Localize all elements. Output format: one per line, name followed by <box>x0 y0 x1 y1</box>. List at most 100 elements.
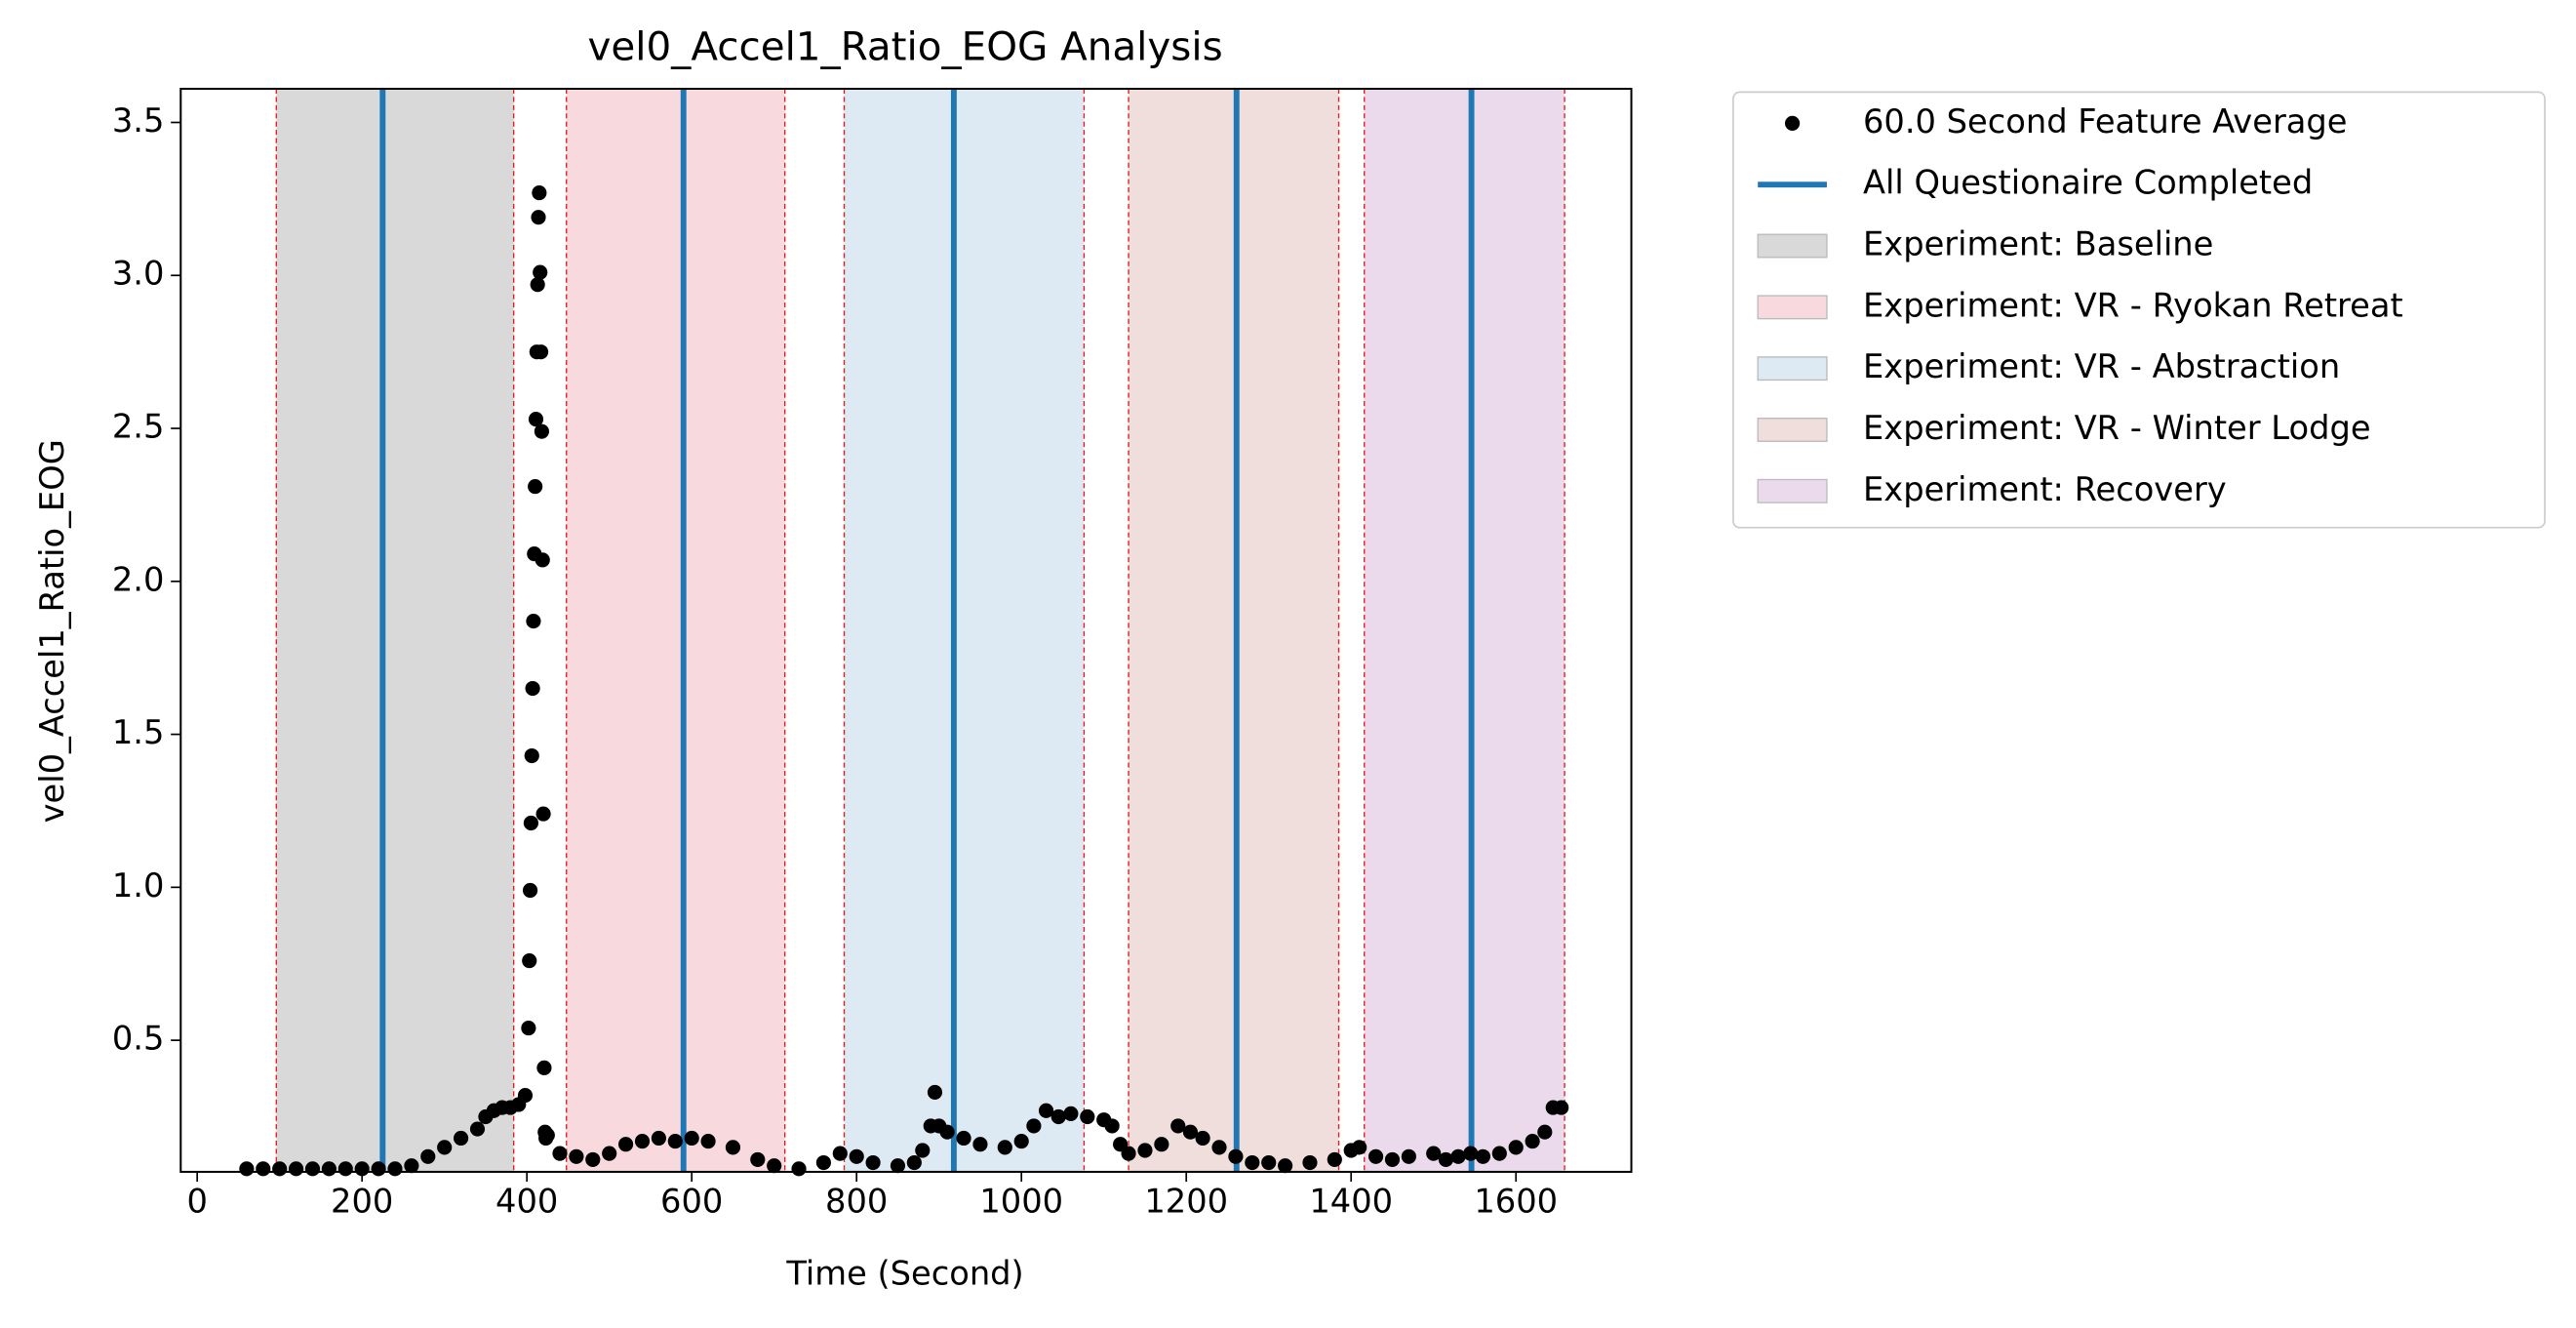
data-point <box>1475 1148 1490 1164</box>
data-point <box>1245 1154 1260 1171</box>
data-point <box>304 1161 321 1177</box>
legend-label: Experiment: VR - Ryokan Retreat <box>1863 286 2403 324</box>
data-point <box>532 185 547 201</box>
data-point <box>1211 1140 1227 1155</box>
x-tick-label: 1000 <box>979 1182 1063 1220</box>
data-point <box>1170 1118 1186 1134</box>
legend-label: Experiment: Baseline <box>1863 225 2213 263</box>
data-point <box>1182 1124 1199 1140</box>
data-point <box>815 1154 831 1171</box>
data-point <box>1450 1148 1466 1164</box>
legend-marker <box>1757 233 1828 259</box>
data-point <box>337 1161 353 1177</box>
legend-marker <box>1757 356 1828 382</box>
span <box>276 88 514 1172</box>
data-point <box>272 1161 288 1177</box>
data-point <box>536 1060 552 1075</box>
y-axis-label: vel0_Accel1_Ratio_EOG <box>33 439 71 823</box>
data-point <box>832 1146 848 1161</box>
data-point <box>525 680 540 697</box>
data-point <box>539 1127 555 1143</box>
data-point <box>437 1140 453 1155</box>
data-point <box>469 1121 486 1137</box>
data-point <box>915 1143 931 1158</box>
x-axis-label: Time (Second) <box>785 1255 1023 1293</box>
data-point <box>1154 1137 1169 1152</box>
legend-marker <box>1785 115 1801 131</box>
data-point <box>585 1151 601 1167</box>
span <box>566 88 785 1172</box>
data-point <box>618 1137 634 1152</box>
data-point <box>420 1148 436 1164</box>
x-tick-label: 0 <box>186 1182 207 1220</box>
legend-label: All Questionaire Completed <box>1863 164 2313 202</box>
data-point <box>321 1161 337 1177</box>
x-tick-label: 600 <box>660 1182 723 1220</box>
data-point <box>667 1134 683 1149</box>
data-point <box>1554 1100 1569 1115</box>
data-point <box>531 210 546 225</box>
y-tick-label: 3.0 <box>112 255 165 293</box>
data-point <box>528 412 544 427</box>
data-point <box>1508 1140 1524 1155</box>
legend: 60.0 Second Feature Average All Questiona… <box>1732 91 2546 529</box>
data-point <box>1026 1118 1042 1134</box>
data-point <box>404 1158 419 1174</box>
data-point <box>906 1154 922 1171</box>
data-point <box>371 1161 386 1177</box>
data-point <box>288 1161 304 1177</box>
data-point <box>1278 1158 1293 1174</box>
plot-area <box>239 88 1569 1177</box>
data-point <box>1302 1154 1318 1171</box>
data-point <box>1537 1124 1553 1140</box>
x-tick-label: 200 <box>331 1182 393 1220</box>
data-point <box>700 1134 716 1149</box>
data-point <box>521 1021 536 1036</box>
span <box>1364 88 1565 1172</box>
data-point <box>524 747 539 764</box>
data-point <box>725 1140 741 1155</box>
data-point <box>535 806 551 822</box>
data-point <box>239 1161 255 1177</box>
data-point <box>569 1148 584 1164</box>
y-tick-label: 2.5 <box>112 408 165 446</box>
data-point <box>1080 1108 1095 1125</box>
legend-label: 60.0 Second Feature Average <box>1863 102 2348 141</box>
data-point <box>684 1130 699 1147</box>
data-point <box>767 1158 782 1174</box>
data-point <box>1463 1146 1479 1161</box>
data-point <box>1261 1154 1277 1171</box>
data-point <box>526 613 541 629</box>
y-tick-label: 0.5 <box>112 1020 165 1058</box>
legend-label: Experiment: Recovery <box>1863 470 2227 508</box>
x-tick-label: 400 <box>495 1182 558 1220</box>
data-point <box>530 277 545 293</box>
x-tick-label: 1400 <box>1309 1182 1393 1220</box>
data-point <box>256 1161 271 1177</box>
x-tick-label: 1200 <box>1144 1182 1228 1220</box>
legend-marker <box>1757 478 1828 503</box>
data-point <box>454 1130 469 1147</box>
data-point <box>972 1137 988 1152</box>
data-point <box>1063 1106 1079 1121</box>
legend-label: Experiment: VR - Abstraction <box>1863 347 2340 385</box>
data-point <box>533 344 549 360</box>
data-point <box>997 1140 1012 1155</box>
data-point <box>522 953 537 969</box>
data-point <box>387 1161 403 1177</box>
data-point <box>552 1146 568 1161</box>
data-point <box>1050 1108 1066 1125</box>
data-point <box>1352 1140 1367 1155</box>
data-point <box>1137 1143 1153 1158</box>
data-point <box>1525 1134 1540 1149</box>
data-point <box>1195 1130 1210 1147</box>
data-point <box>1038 1103 1054 1118</box>
data-point <box>1438 1151 1453 1167</box>
data-point <box>849 1148 864 1164</box>
data-point <box>750 1151 766 1167</box>
legend-marker <box>1757 418 1828 442</box>
span <box>1129 88 1339 1172</box>
data-point <box>523 815 538 831</box>
data-point <box>1367 1148 1384 1164</box>
